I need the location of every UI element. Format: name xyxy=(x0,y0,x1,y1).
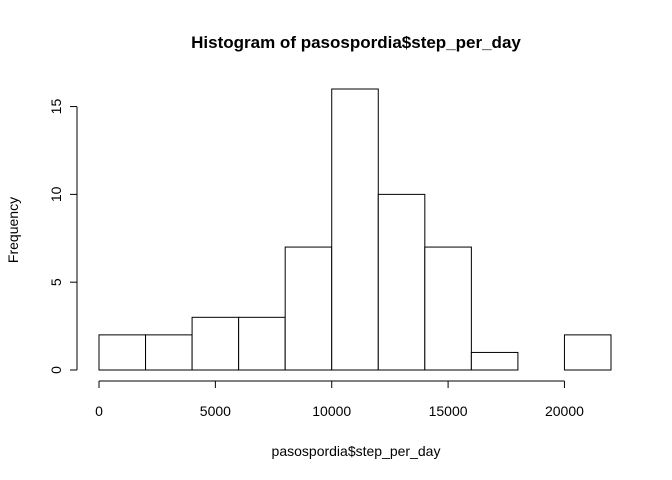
bars-group xyxy=(98,88,612,371)
x-tick-label: 0 xyxy=(95,403,103,419)
y-axis: 0 5 10 15 xyxy=(48,99,78,374)
x-tick-label: 10000 xyxy=(312,403,351,419)
histogram-bar-5 xyxy=(331,88,379,371)
x-tick-label: 5000 xyxy=(200,403,231,419)
y-tick-label: 5 xyxy=(48,278,64,286)
histogram-bar-0 xyxy=(98,334,147,371)
x-axis-label: pasospordia$step_per_day xyxy=(272,443,441,459)
x-tick-label: 15000 xyxy=(429,403,468,419)
histogram-bar-1 xyxy=(145,334,193,371)
histogram-bar-10 xyxy=(563,334,612,371)
histogram-bar-3 xyxy=(238,316,286,371)
histogram-bar-4 xyxy=(284,246,333,371)
y-tick-label: 15 xyxy=(48,99,64,115)
y-axis-label: Frequency xyxy=(5,197,21,263)
chart-title: Histogram of pasospordia$step_per_day xyxy=(191,33,521,52)
x-tick-label: 20000 xyxy=(545,403,584,419)
histogram-bar-6 xyxy=(377,193,426,371)
histogram-bar-2 xyxy=(191,316,240,371)
x-axis: 0 5000 10000 15000 20000 xyxy=(95,380,584,419)
histogram-bar-8 xyxy=(470,351,519,371)
histogram-bar-7 xyxy=(424,246,472,371)
y-tick-label: 10 xyxy=(48,186,64,202)
y-tick-label: 0 xyxy=(48,366,64,374)
